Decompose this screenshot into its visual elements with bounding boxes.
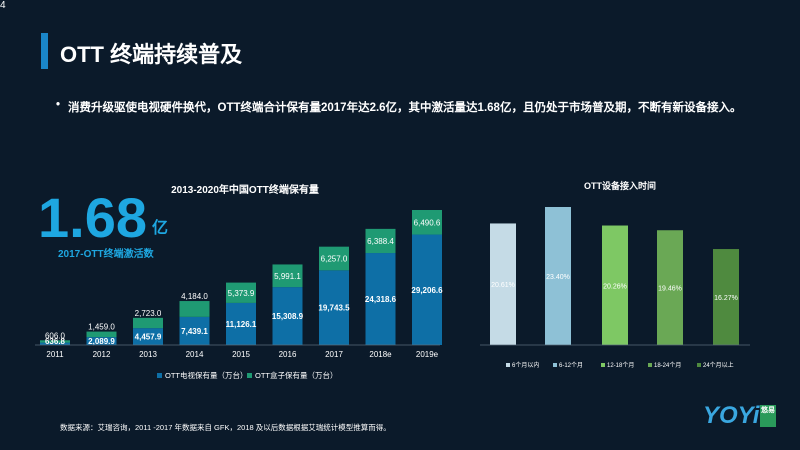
tv-value-label: 29,206.6 xyxy=(411,286,443,295)
x-tick-label: 2017 xyxy=(325,350,343,359)
page-number: 4 xyxy=(0,0,6,11)
tv-value-label: 11,126.1 xyxy=(226,320,257,329)
box-bar xyxy=(86,331,117,338)
access-time-value-label: 20.61% xyxy=(491,282,515,289)
tv-bar xyxy=(86,337,117,345)
tv-bar xyxy=(133,328,163,345)
tv-value-label: 4,457.9 xyxy=(135,333,162,342)
tv-value-label: 15,308.9 xyxy=(272,312,304,321)
box-bar xyxy=(365,228,396,254)
x-tick-label: 2019e xyxy=(416,350,439,359)
bullet-text: • 消费升级驱使电视硬件换代，OTT终端合计保有量2017年达2.6亿，其中激活… xyxy=(56,99,742,115)
tv-bar xyxy=(40,342,70,345)
bullet-content: 消费升级驱使电视硬件换代，OTT终端合计保有量2017年达2.6亿，其中激活量达… xyxy=(68,102,742,114)
box-bar xyxy=(412,210,442,235)
box-value-label: 606.0 xyxy=(45,331,66,340)
tv-bar xyxy=(272,287,303,345)
tv-bar xyxy=(179,316,210,345)
box-bar xyxy=(272,264,303,288)
highlight-value: 1.68 xyxy=(38,186,147,249)
legend-access-label: 6-12个月 xyxy=(559,362,583,369)
x-tick-label: 2015 xyxy=(232,350,250,359)
page-title: OTT 终端持续普及 xyxy=(60,42,243,67)
x-tick-label: 2013 xyxy=(139,350,157,359)
source-note: 数据来源：艾瑞咨询，2011 -2017 年数据来自 GFK，2018 及以后数… xyxy=(60,423,391,432)
chart1-title: 2013-2020年中国OTT终端保有量 xyxy=(171,185,319,196)
box-bar xyxy=(179,301,210,317)
highlight-caption: 2017-OTT终端激活数 xyxy=(58,249,154,260)
access-time-bar xyxy=(490,223,516,345)
legend-access-swatch xyxy=(601,363,605,367)
tv-bar xyxy=(319,270,349,345)
box-value-label: 6,257.0 xyxy=(321,255,348,264)
tv-value-label: 636.8 xyxy=(45,337,66,346)
tv-value-label: 2,089.9 xyxy=(88,337,115,346)
legend-access-swatch xyxy=(697,363,701,367)
x-tick-label: 2011 xyxy=(46,350,64,359)
legend-access-label: 18-24个月 xyxy=(654,362,681,369)
access-time-value-label: 19.46% xyxy=(658,286,682,293)
access-time-bar xyxy=(713,249,739,345)
access-time-value-label: 23.40% xyxy=(546,274,570,281)
legend-access-swatch xyxy=(648,363,652,367)
legend-access-swatch xyxy=(506,363,510,367)
box-value-label: 2,723.0 xyxy=(135,309,162,318)
tv-value-label: 24,318.6 xyxy=(365,295,397,304)
legend-box-label: OTT盒子保有量（万台） xyxy=(255,370,338,380)
brand-badge: 悠易 xyxy=(760,405,776,427)
legend-access-label: 12-18个月 xyxy=(607,362,634,369)
legend-tv-swatch xyxy=(157,373,162,378)
legend-access-label: 6个月以内 xyxy=(512,361,539,369)
tv-bar xyxy=(412,234,442,345)
x-tick-label: 2014 xyxy=(186,350,204,359)
tv-value-label: 19,743.5 xyxy=(318,304,350,313)
highlight-unit: 亿 xyxy=(152,220,169,237)
box-bar xyxy=(40,340,70,343)
access-time-value-label: 20.26% xyxy=(603,283,627,290)
legend-tv-label: OTT电视保有量（万台） xyxy=(165,370,248,380)
x-tick-label: 2016 xyxy=(279,350,297,359)
x-tick-label: 2018e xyxy=(369,350,392,359)
title-accent-bar xyxy=(41,33,48,69)
tv-bar xyxy=(365,253,396,345)
box-bar xyxy=(133,317,163,329)
box-value-label: 6,388.4 xyxy=(367,237,394,246)
box-value-label: 4,184.0 xyxy=(181,292,208,301)
legend-access-swatch xyxy=(553,363,557,367)
brand-logo: YOYi xyxy=(703,402,760,429)
box-value-label: 6,490.6 xyxy=(414,218,441,227)
box-bar xyxy=(319,246,349,271)
chart2-title: OTT设备接入时间 xyxy=(584,181,656,191)
access-time-bar xyxy=(657,230,683,345)
box-value-label: 5,373.9 xyxy=(228,289,255,298)
tv-bar xyxy=(226,302,256,345)
box-bar xyxy=(226,282,256,303)
legend-access-label: 24个月以上 xyxy=(703,361,734,369)
access-time-value-label: 16.27% xyxy=(714,295,738,302)
box-value-label: 5,991.1 xyxy=(274,272,301,281)
access-time-bar xyxy=(602,225,628,345)
bullet-dot: • xyxy=(56,99,61,111)
legend-box-swatch xyxy=(247,373,252,378)
tv-value-label: 7,439.1 xyxy=(181,327,208,336)
access-time-bar xyxy=(545,207,571,345)
x-tick-label: 2012 xyxy=(93,350,111,359)
box-value-label: 1,459.0 xyxy=(88,323,115,332)
